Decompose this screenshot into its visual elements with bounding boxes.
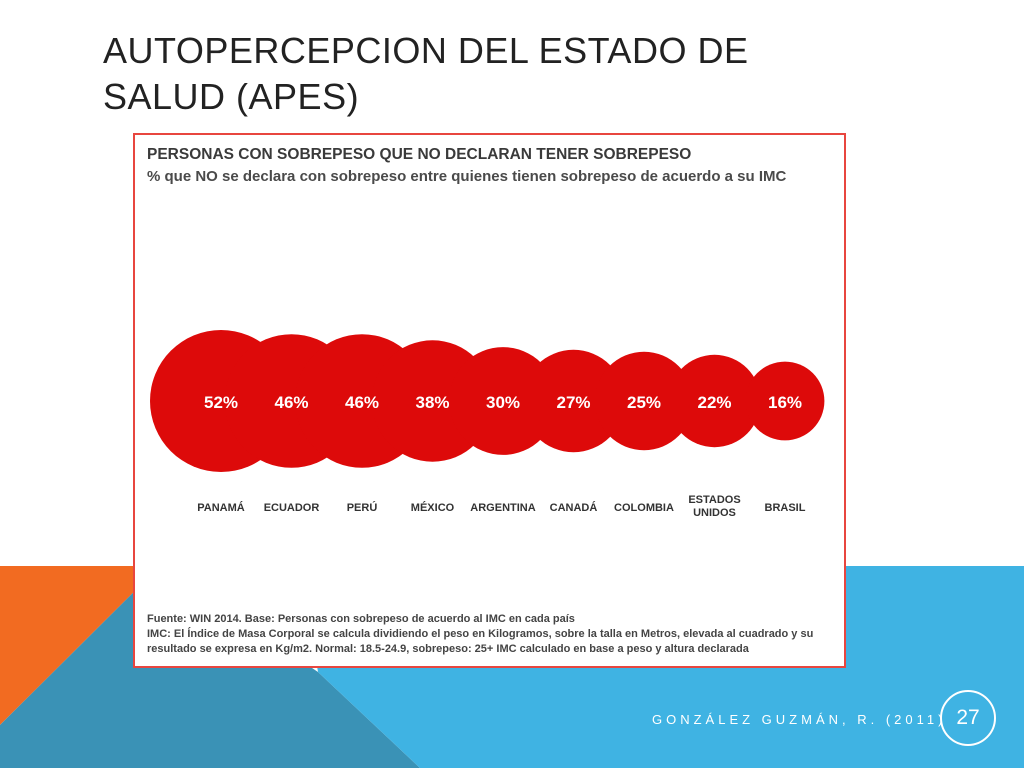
bubble-chart: 52% PANAMÁ 46% ECUADOR 46% PERÚ 38% MÉXICO 30% AR… — [150, 330, 825, 519]
category-label-0: PANAMÁ — [197, 501, 245, 514]
imc-note: IMC: El Índice de Masa Corporal se calcu… — [147, 628, 814, 655]
category-label-4: ARGENTINA — [470, 502, 535, 514]
bubble-value-label-7: 22% — [697, 393, 731, 412]
bubble-6 — [594, 351, 694, 451]
bubble-value-label-6: 25% — [627, 393, 661, 412]
bubble-value-label-1: 46% — [274, 393, 308, 412]
bubble-value-label-5: 27% — [556, 393, 590, 412]
chart-title: PERSONAS CON SOBREPESO QUE NO DECLARAN T… — [147, 146, 692, 163]
bubble-value-label-2: 46% — [345, 393, 379, 412]
category-label-1: ECUADOR — [264, 502, 320, 514]
chart-subtitle: % que NO se declara con sobrepeso entre … — [147, 168, 787, 185]
category-label-2: PERÚ — [347, 501, 378, 514]
category-label-7: ESTADOS UNIDOS — [688, 494, 740, 519]
footer-credit: GONZÁLEZ GUZMÁN, R. (2011) — [652, 712, 947, 727]
category-label-5: CANADÁ — [550, 501, 598, 514]
source-note: Fuente: WIN 2014. Base: Personas con sob… — [147, 613, 575, 625]
category-label-6: COLOMBIA — [614, 502, 674, 514]
category-label-8: BRASIL — [765, 502, 806, 514]
bubble-4 — [449, 347, 557, 455]
page-number-badge: 27 — [940, 690, 996, 746]
slide-title: AUTOPERCEPCION DEL ESTADO DE SALUD (APES… — [103, 30, 749, 117]
bubble-value-label-3: 38% — [415, 393, 449, 412]
bubble-5 — [522, 349, 625, 453]
chart-frame: PERSONAS CON SOBREPESO QUE NO DECLARAN T… — [133, 133, 846, 668]
category-label-3: MÉXICO — [411, 501, 455, 514]
bubble-7 — [668, 354, 761, 448]
bubble-value-label-0: 52% — [204, 393, 238, 412]
bubble-value-label-4: 30% — [486, 393, 520, 412]
bubble-8 — [745, 361, 825, 441]
bubble-value-label-8: 16% — [768, 393, 802, 412]
chart-notes: Fuente: WIN 2014. Base: Personas con sob… — [147, 612, 837, 657]
